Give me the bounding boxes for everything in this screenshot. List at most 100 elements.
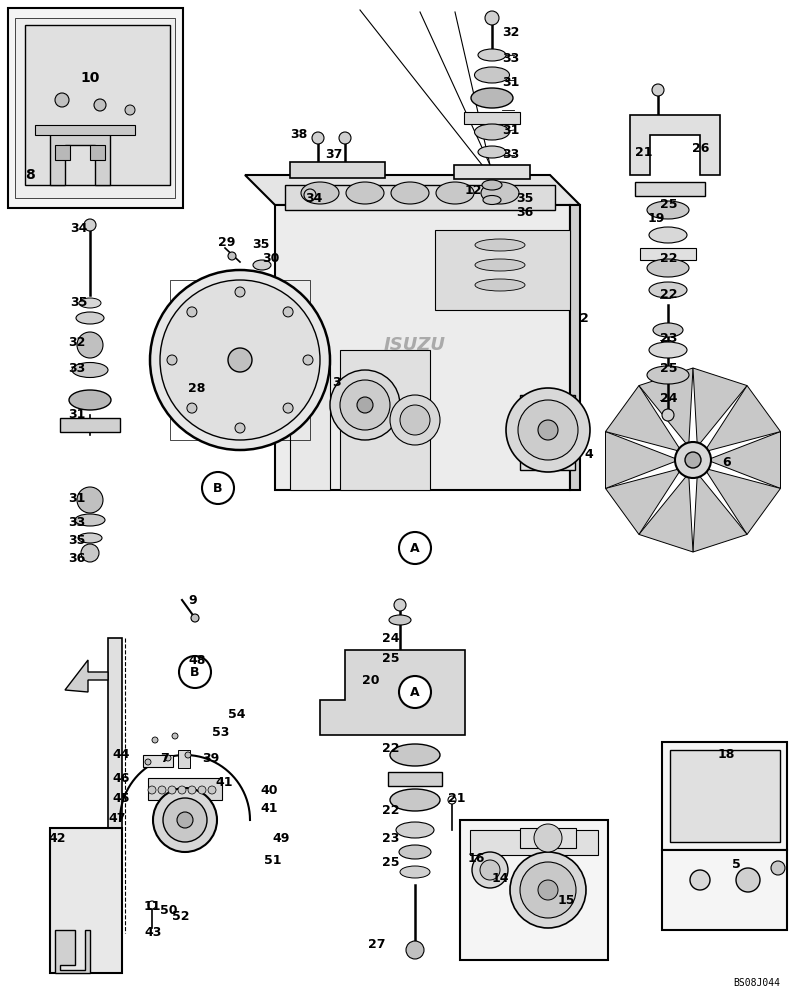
Ellipse shape xyxy=(184,664,200,672)
Ellipse shape xyxy=(253,260,271,270)
Circle shape xyxy=(188,786,196,794)
Circle shape xyxy=(172,733,178,739)
Ellipse shape xyxy=(346,182,384,204)
Bar xyxy=(8,8,183,208)
Circle shape xyxy=(235,287,245,297)
Ellipse shape xyxy=(400,866,430,878)
Circle shape xyxy=(145,759,151,765)
Text: 31: 31 xyxy=(68,491,85,504)
Text: 45: 45 xyxy=(112,792,130,804)
Ellipse shape xyxy=(649,282,687,298)
Text: 32: 32 xyxy=(68,336,85,349)
Ellipse shape xyxy=(481,182,519,204)
Circle shape xyxy=(228,348,252,372)
Bar xyxy=(148,778,222,800)
Circle shape xyxy=(191,614,199,622)
Circle shape xyxy=(125,105,135,115)
Text: 33: 33 xyxy=(502,148,519,161)
Circle shape xyxy=(160,280,320,440)
Text: 31: 31 xyxy=(502,123,519,136)
Text: 20: 20 xyxy=(362,674,380,686)
Polygon shape xyxy=(55,930,90,973)
Bar xyxy=(640,248,696,260)
Circle shape xyxy=(77,487,103,513)
Text: 23: 23 xyxy=(382,832,400,844)
Bar xyxy=(178,750,190,768)
Ellipse shape xyxy=(647,259,689,277)
Text: 31: 31 xyxy=(502,76,519,89)
Circle shape xyxy=(168,786,176,794)
Text: 26: 26 xyxy=(692,141,709,154)
Circle shape xyxy=(235,423,245,433)
Circle shape xyxy=(283,307,293,317)
Circle shape xyxy=(399,532,431,564)
Bar xyxy=(464,112,520,124)
Polygon shape xyxy=(606,386,681,452)
Text: 15: 15 xyxy=(558,894,576,906)
Circle shape xyxy=(283,403,293,413)
Polygon shape xyxy=(320,650,465,735)
Text: 7: 7 xyxy=(160,752,169,764)
Circle shape xyxy=(662,409,674,421)
Text: 47: 47 xyxy=(108,812,126,824)
Polygon shape xyxy=(704,386,781,452)
Ellipse shape xyxy=(478,49,506,61)
Text: 49: 49 xyxy=(272,832,290,844)
Circle shape xyxy=(771,861,785,875)
Circle shape xyxy=(179,656,211,688)
Text: 29: 29 xyxy=(218,235,236,248)
Text: 16: 16 xyxy=(468,852,486,864)
Bar xyxy=(662,742,787,850)
Circle shape xyxy=(390,395,440,445)
Text: 27: 27 xyxy=(368,938,385,952)
Polygon shape xyxy=(285,185,555,210)
Text: 36: 36 xyxy=(68,552,85,564)
Circle shape xyxy=(652,84,664,96)
Ellipse shape xyxy=(653,323,683,337)
Text: 31: 31 xyxy=(68,408,85,422)
Circle shape xyxy=(303,355,313,365)
Circle shape xyxy=(153,788,217,852)
Ellipse shape xyxy=(649,342,687,358)
Text: 23: 23 xyxy=(660,332,677,344)
Polygon shape xyxy=(25,25,170,185)
Bar xyxy=(90,145,105,160)
Circle shape xyxy=(357,397,373,413)
Bar xyxy=(50,828,122,973)
Polygon shape xyxy=(435,230,570,310)
Circle shape xyxy=(152,737,158,743)
Bar xyxy=(460,820,608,960)
Text: 32: 32 xyxy=(502,25,519,38)
Polygon shape xyxy=(707,432,781,488)
Text: 33: 33 xyxy=(68,361,85,374)
Ellipse shape xyxy=(436,182,474,204)
Bar xyxy=(635,182,705,196)
Circle shape xyxy=(538,880,558,900)
Circle shape xyxy=(158,786,166,794)
Polygon shape xyxy=(639,368,693,447)
Ellipse shape xyxy=(482,180,502,190)
Text: 4: 4 xyxy=(584,448,593,462)
Circle shape xyxy=(55,93,69,107)
Circle shape xyxy=(480,860,500,880)
Circle shape xyxy=(448,796,456,804)
Bar xyxy=(388,772,442,786)
Text: 19: 19 xyxy=(648,212,665,225)
Circle shape xyxy=(228,252,236,260)
Text: 21: 21 xyxy=(635,145,653,158)
Circle shape xyxy=(185,752,191,758)
Polygon shape xyxy=(630,115,720,175)
Polygon shape xyxy=(670,750,780,842)
Ellipse shape xyxy=(301,182,339,204)
Polygon shape xyxy=(693,473,747,552)
Polygon shape xyxy=(65,660,108,692)
Polygon shape xyxy=(275,205,570,490)
Polygon shape xyxy=(606,468,681,534)
Circle shape xyxy=(187,403,197,413)
Text: B: B xyxy=(190,666,200,678)
Text: 41: 41 xyxy=(260,802,278,814)
Ellipse shape xyxy=(475,259,525,271)
Ellipse shape xyxy=(647,366,689,384)
Text: 33: 33 xyxy=(502,51,519,64)
Text: 43: 43 xyxy=(144,926,162,938)
